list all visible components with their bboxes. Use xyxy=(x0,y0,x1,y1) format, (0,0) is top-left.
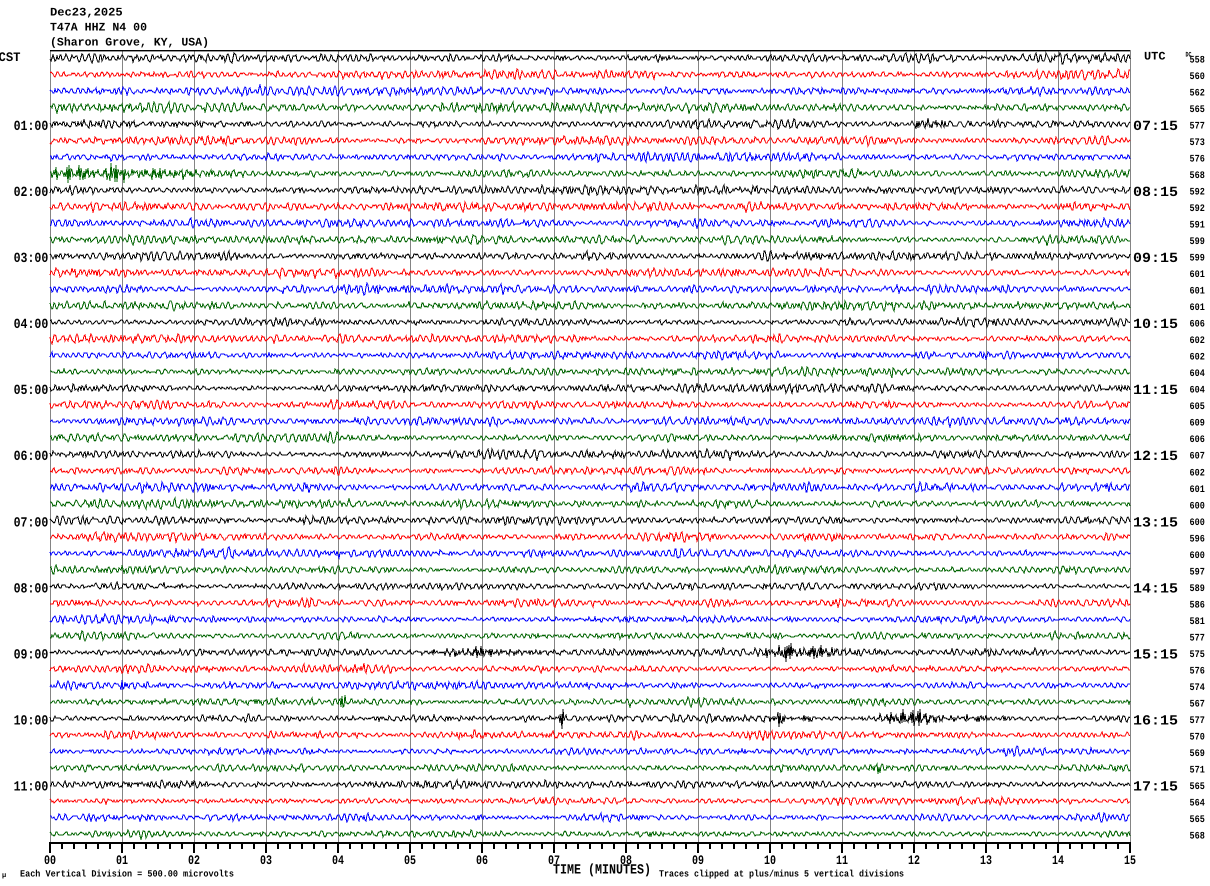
svg-text:609: 609 xyxy=(1190,419,1205,430)
svg-text:04:00: 04:00 xyxy=(14,317,49,333)
svg-text:574: 574 xyxy=(1190,683,1205,694)
svg-text:06:00: 06:00 xyxy=(14,449,49,465)
svg-text:03:00: 03:00 xyxy=(14,251,49,267)
svg-text:571: 571 xyxy=(1190,765,1205,776)
svg-text:599: 599 xyxy=(1190,254,1205,265)
svg-text:10: 10 xyxy=(764,853,776,868)
svg-text:562: 562 xyxy=(1190,89,1205,100)
svg-text:604: 604 xyxy=(1190,386,1205,397)
svg-text:591: 591 xyxy=(1190,221,1205,232)
svg-text:577: 577 xyxy=(1190,122,1205,133)
svg-text:16:15: 16:15 xyxy=(1133,713,1178,729)
svg-text:601: 601 xyxy=(1190,270,1205,281)
svg-text:577: 577 xyxy=(1190,633,1205,644)
svg-text:Each Vertical Division = 500.: Each Vertical Division = 500.00 microvol… xyxy=(20,869,234,880)
svg-text:565: 565 xyxy=(1190,105,1205,116)
svg-text:565: 565 xyxy=(1190,782,1205,793)
svg-text:604: 604 xyxy=(1190,369,1205,380)
svg-text:01: 01 xyxy=(116,853,128,868)
svg-text:586: 586 xyxy=(1190,600,1205,611)
svg-text:13: 13 xyxy=(980,853,992,868)
svg-text:01:00: 01:00 xyxy=(14,119,49,135)
svg-text:09:00: 09:00 xyxy=(14,647,49,663)
svg-text:09:15: 09:15 xyxy=(1133,251,1178,267)
svg-text:592: 592 xyxy=(1190,204,1205,215)
svg-text:TIME (MINUTES): TIME (MINUTES) xyxy=(553,863,651,879)
svg-text:607: 607 xyxy=(1190,452,1205,463)
svg-text:606: 606 xyxy=(1190,320,1205,331)
svg-text:00: 00 xyxy=(44,853,56,868)
svg-text:601: 601 xyxy=(1190,287,1205,298)
svg-text:14:15: 14:15 xyxy=(1133,581,1178,597)
svg-text:568: 568 xyxy=(1190,171,1205,182)
svg-text:09: 09 xyxy=(692,853,704,868)
svg-text:02:00: 02:00 xyxy=(14,185,49,201)
svg-text:10:15: 10:15 xyxy=(1133,317,1178,333)
svg-text:600: 600 xyxy=(1190,518,1205,529)
svg-text:10:00: 10:00 xyxy=(14,713,49,729)
svg-text:560: 560 xyxy=(1190,72,1205,83)
svg-text:05: 05 xyxy=(404,853,416,868)
svg-text:606: 606 xyxy=(1190,435,1205,446)
svg-text:601: 601 xyxy=(1190,485,1205,496)
svg-text:05:00: 05:00 xyxy=(14,383,49,399)
svg-text:15:15: 15:15 xyxy=(1133,647,1178,663)
svg-text:602: 602 xyxy=(1190,336,1205,347)
svg-text:UTC: UTC xyxy=(1144,51,1166,64)
svg-text:577: 577 xyxy=(1190,716,1205,727)
svg-text:569: 569 xyxy=(1190,749,1205,760)
svg-text:558: 558 xyxy=(1190,56,1205,67)
svg-text:15: 15 xyxy=(1124,853,1136,868)
svg-text:592: 592 xyxy=(1190,188,1205,199)
svg-text:11: 11 xyxy=(836,853,848,868)
svg-text:576: 576 xyxy=(1190,155,1205,166)
svg-text:17:15: 17:15 xyxy=(1133,779,1178,795)
svg-text:T47A HHZ N4 00: T47A HHZ N4 00 xyxy=(50,22,147,35)
svg-text:565: 565 xyxy=(1190,815,1205,826)
svg-text:Dec23,2025: Dec23,2025 xyxy=(50,7,123,20)
svg-text:07:00: 07:00 xyxy=(14,515,49,531)
svg-text:08:00: 08:00 xyxy=(14,581,49,597)
svg-text:11:00: 11:00 xyxy=(14,779,49,795)
svg-text:03: 03 xyxy=(260,853,272,868)
svg-text:08:15: 08:15 xyxy=(1133,185,1178,201)
svg-text:Traces clipped at plus/minus 5: Traces clipped at plus/minus 5 vertical … xyxy=(659,869,904,880)
svg-text:08: 08 xyxy=(620,853,632,868)
svg-text:605: 605 xyxy=(1190,402,1205,413)
svg-text:06: 06 xyxy=(476,853,488,868)
svg-text:564: 564 xyxy=(1190,798,1205,809)
svg-text:601: 601 xyxy=(1190,303,1205,314)
svg-text:567: 567 xyxy=(1190,699,1205,710)
svg-text:02: 02 xyxy=(188,853,200,868)
svg-text:589: 589 xyxy=(1190,584,1205,595)
svg-text:11:15: 11:15 xyxy=(1133,383,1178,399)
svg-text:07:15: 07:15 xyxy=(1133,119,1178,135)
svg-text:14: 14 xyxy=(1052,853,1064,868)
svg-text:596: 596 xyxy=(1190,534,1205,545)
svg-text:07: 07 xyxy=(548,853,560,868)
svg-text:568: 568 xyxy=(1190,831,1205,842)
svg-text:(Sharon Grove, KY, USA): (Sharon Grove, KY, USA) xyxy=(50,37,209,50)
svg-text:602: 602 xyxy=(1190,353,1205,364)
svg-text:602: 602 xyxy=(1190,468,1205,479)
svg-text:570: 570 xyxy=(1190,732,1205,743)
svg-text:575: 575 xyxy=(1190,650,1205,661)
svg-text:12: 12 xyxy=(908,853,920,868)
svg-text:CST: CST xyxy=(0,50,21,65)
svg-text:581: 581 xyxy=(1190,617,1205,628)
svg-text:μ: μ xyxy=(2,872,6,880)
svg-text:DC: DC xyxy=(1186,52,1192,60)
svg-text:13:15: 13:15 xyxy=(1133,515,1178,531)
svg-text:597: 597 xyxy=(1190,567,1205,578)
svg-text:600: 600 xyxy=(1190,551,1205,562)
svg-text:600: 600 xyxy=(1190,501,1205,512)
svg-text:599: 599 xyxy=(1190,237,1205,248)
svg-text:12:15: 12:15 xyxy=(1133,449,1178,465)
svg-text:04: 04 xyxy=(332,853,344,868)
svg-text:576: 576 xyxy=(1190,666,1205,677)
svg-text:573: 573 xyxy=(1190,138,1205,149)
